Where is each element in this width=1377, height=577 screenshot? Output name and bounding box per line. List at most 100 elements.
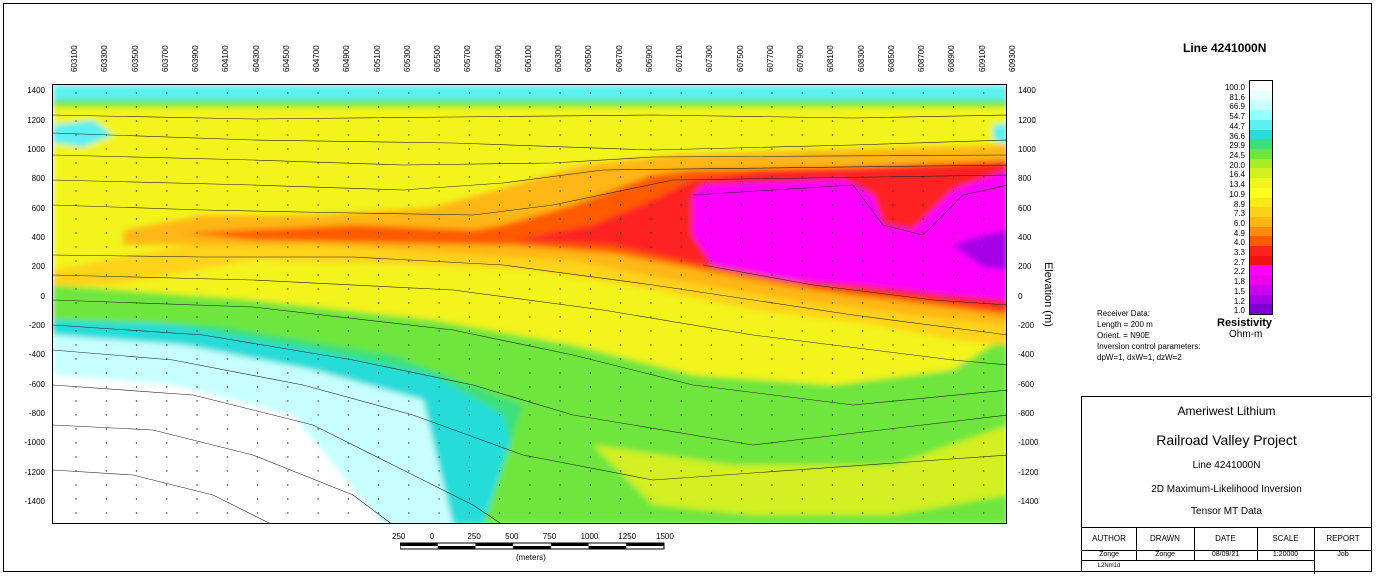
inversion-node — [650, 512, 652, 514]
inversion-node — [589, 316, 592, 318]
inversion-node — [741, 134, 743, 136]
inversion-node — [619, 400, 622, 402]
inversion-node — [559, 400, 561, 402]
inversion-node — [922, 218, 924, 220]
inversion-node — [831, 414, 834, 416]
inversion-node — [892, 456, 894, 458]
inversion-node — [831, 134, 834, 136]
scale-label: 1000 — [580, 532, 599, 541]
scale-label: 0 — [429, 532, 435, 541]
inversion-node — [801, 176, 803, 178]
inversion-node — [680, 316, 682, 318]
inversion-node — [317, 330, 319, 332]
inversion-node — [287, 386, 289, 388]
inversion-node — [862, 470, 864, 472]
inversion-node — [862, 288, 864, 290]
legend-swatch — [1250, 119, 1272, 131]
inversion-node — [619, 414, 622, 416]
inversion-node — [498, 358, 501, 360]
inversion-node — [317, 372, 319, 374]
inversion-node — [347, 400, 349, 402]
inversion-node — [529, 414, 531, 416]
inversion-node — [650, 316, 652, 318]
inversion-node — [196, 386, 198, 388]
legend-unit: Ohm-m — [1229, 329, 1263, 340]
inversion-node — [741, 190, 743, 192]
inversion-node — [438, 106, 440, 108]
inversion-node — [680, 456, 682, 458]
inversion-node — [529, 330, 531, 332]
inversion-node — [983, 470, 985, 472]
inversion-node — [771, 274, 773, 276]
inversion-node — [710, 204, 713, 206]
inversion-node — [529, 358, 531, 360]
inversion-node — [529, 386, 531, 388]
inversion-node — [438, 134, 440, 136]
inversion-node — [680, 344, 682, 346]
inversion-node — [771, 204, 773, 206]
inversion-node — [680, 302, 682, 304]
value-scale: 1:20000 — [1272, 551, 1299, 558]
inversion-node — [831, 260, 834, 262]
inversion-node — [801, 106, 803, 108]
inversion-node — [317, 246, 319, 248]
inversion-node — [498, 218, 501, 220]
y-tick-label: 1200 — [1018, 115, 1036, 125]
inversion-node — [468, 274, 471, 276]
inversion-node — [559, 344, 561, 346]
inversion-node — [680, 92, 682, 94]
x-tick-label: 605300 — [402, 45, 412, 72]
x-tick-label: 604900 — [342, 45, 352, 72]
inversion-node — [922, 120, 924, 122]
inversion-node — [892, 134, 894, 136]
inversion-node — [438, 470, 440, 472]
inversion-node — [287, 470, 289, 472]
inversion-node — [529, 442, 531, 444]
inversion-node — [377, 288, 380, 290]
inversion-node — [75, 386, 77, 388]
inversion-node — [983, 372, 985, 374]
inversion-node — [287, 498, 289, 500]
inversion-node — [589, 442, 592, 444]
inversion-node — [287, 190, 289, 192]
legend-swatch — [1250, 255, 1272, 266]
inversion-node — [862, 260, 864, 262]
inversion-node — [196, 218, 198, 220]
inversion-node — [680, 260, 682, 262]
inversion-node — [347, 302, 349, 304]
inversion-node — [135, 288, 138, 290]
inversion-node — [529, 498, 531, 500]
inversion-node — [166, 176, 168, 178]
inversion-node — [529, 302, 531, 304]
inversion-node — [589, 260, 592, 262]
inversion-node — [983, 400, 985, 402]
x-tick-label: 608700 — [917, 45, 927, 72]
inversion-node — [619, 302, 622, 304]
inversion-node — [680, 232, 682, 234]
inversion-node — [256, 512, 259, 514]
x-tick-label: 606300 — [554, 45, 564, 72]
legend-value: 7.3 — [1233, 209, 1245, 219]
inversion-node — [771, 344, 773, 346]
inversion-node — [559, 260, 561, 262]
band-surface-cyan — [53, 85, 1006, 103]
inversion-node — [650, 246, 652, 248]
inversion-node — [468, 344, 471, 346]
inversion-node — [741, 386, 743, 388]
inversion-node — [892, 106, 894, 108]
inversion-node — [468, 190, 471, 192]
inversion-node — [801, 344, 803, 346]
inversion-node — [771, 92, 773, 94]
inversion-node — [559, 512, 561, 514]
inversion-node — [862, 148, 864, 150]
inversion-node — [619, 246, 622, 248]
inversion-node — [650, 134, 652, 136]
inversion-node — [438, 428, 440, 430]
value-author: Zonge — [1099, 551, 1119, 558]
inversion-node — [196, 316, 198, 318]
inversion-node — [438, 498, 440, 500]
inversion-node — [741, 246, 743, 248]
inversion-node — [438, 246, 440, 248]
inversion-node — [619, 120, 622, 122]
inversion-node — [196, 134, 198, 136]
